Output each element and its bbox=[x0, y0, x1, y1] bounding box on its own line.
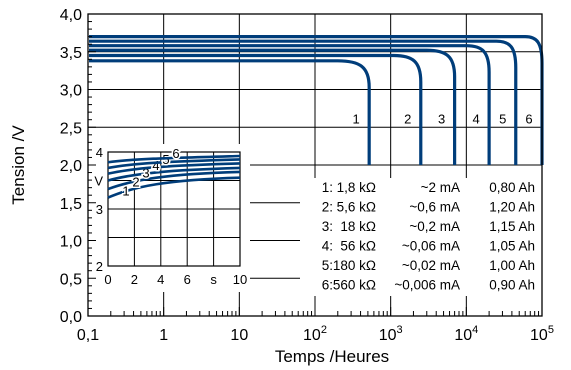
inset-y-tick-label: 2 bbox=[96, 259, 103, 274]
inset-series-label-1: 1 bbox=[122, 184, 129, 199]
inset-y-tick-label: 3 bbox=[96, 202, 103, 217]
series-label-6: 6 bbox=[525, 111, 532, 126]
inset-x-tick-label: 10 bbox=[233, 272, 247, 287]
legend-capacity: 1,20 Ah bbox=[489, 200, 535, 215]
x-tick-label: 0,1 bbox=[77, 327, 99, 344]
inset-frame bbox=[107, 151, 241, 267]
legend-table: 1: 1,8 kΩ ~2 mA 0,80 Ah 2: 5,6 kΩ ~0,6 mA 1,20 … bbox=[300, 178, 542, 296]
inset-x-tick-label: 0 bbox=[104, 272, 111, 287]
inset-series-label-4: 4 bbox=[152, 158, 159, 173]
series-label-3: 3 bbox=[438, 111, 445, 126]
legend-capacity: 1,00 Ah bbox=[489, 258, 535, 273]
inset-x-tick-label: 4 bbox=[157, 272, 164, 287]
legend-current: ~0,2 mA bbox=[409, 219, 460, 234]
y-tick-label: 3,5 bbox=[60, 45, 82, 62]
main-series: 1 2 3 4 5 6 bbox=[89, 35, 544, 165]
y-axis-title: Tension /V bbox=[9, 125, 28, 205]
legend-id: 4: bbox=[322, 239, 333, 254]
inset-x-tick-label: 2 bbox=[131, 272, 138, 287]
legend-resistance: 180 kΩ bbox=[333, 258, 376, 273]
legend-resistance: 18 kΩ bbox=[340, 219, 376, 234]
legend-id: 6: bbox=[322, 278, 333, 293]
y-tick-label: 2,5 bbox=[60, 120, 82, 137]
series-label-4: 4 bbox=[472, 111, 479, 126]
inset-series-2 bbox=[107, 170, 241, 191]
inset-series-5 bbox=[107, 158, 241, 170]
legend-resistance: 56 kΩ bbox=[340, 239, 376, 254]
legend-current: ~0,02 mA bbox=[402, 258, 460, 273]
x-tick-label: 104 bbox=[454, 324, 478, 344]
legend-current: ~0,06 mA bbox=[402, 239, 460, 254]
series-line-3 bbox=[89, 48, 457, 165]
legend-id: 2: bbox=[322, 200, 333, 215]
inset-series-6 bbox=[107, 154, 241, 164]
legend-capacity: 0,90 Ah bbox=[489, 278, 535, 293]
legend-id: 5: bbox=[322, 258, 333, 273]
x-tick-label: 105 bbox=[530, 324, 554, 344]
legend-resistance: 1,8 kΩ bbox=[337, 180, 376, 195]
legend-capacity: 1,15 Ah bbox=[489, 219, 535, 234]
inset-x-tick-label: s bbox=[210, 272, 217, 287]
x-tick-label: 103 bbox=[379, 324, 403, 344]
legend-id: 3: bbox=[322, 219, 333, 234]
y-tick-label: 0,0 bbox=[60, 309, 82, 326]
x-tick-label: 10 bbox=[230, 327, 248, 344]
legend-capacity: 1,05 Ah bbox=[489, 239, 535, 254]
inset-series-label-2: 2 bbox=[132, 175, 139, 190]
main-axes: 0,00,51,01,52,02,53,03,54,00,1 1 10 102 103 1… bbox=[60, 7, 554, 344]
inset-series-1 bbox=[107, 176, 241, 199]
legend-capacity: 0,80 Ah bbox=[489, 180, 535, 195]
legend-current: ~0,6 mA bbox=[409, 200, 460, 215]
y-tick-label: 4,0 bbox=[60, 7, 82, 24]
legend-current: ~0,006 mA bbox=[394, 278, 460, 293]
x-tick-label: 1 bbox=[159, 327, 168, 344]
y-tick-label: 0,5 bbox=[60, 271, 82, 288]
inset-series-4 bbox=[107, 162, 241, 175]
series-label-5: 5 bbox=[499, 111, 506, 126]
series-line-4 bbox=[89, 44, 491, 165]
inset-series-label-6: 6 bbox=[172, 146, 179, 161]
y-tick-label: 1,5 bbox=[60, 196, 82, 213]
inset-y-tick-label: 4 bbox=[96, 145, 103, 160]
inset-series-label-3: 3 bbox=[142, 166, 149, 181]
series-label-2: 2 bbox=[404, 111, 411, 126]
y-tick-label: 1,0 bbox=[60, 234, 82, 251]
legend-background bbox=[300, 178, 542, 296]
legend-id: 1: bbox=[322, 180, 333, 195]
legend-resistance: 5,6 kΩ bbox=[337, 200, 376, 215]
series-line-1 bbox=[89, 59, 371, 165]
legend-resistance: 560 kΩ bbox=[333, 278, 376, 293]
y-tick-label: 3,0 bbox=[60, 83, 82, 100]
inset-series-3 bbox=[107, 166, 241, 182]
series-label-1: 1 bbox=[353, 111, 360, 126]
series-line-2 bbox=[89, 53, 423, 165]
y-tick-label: 2,0 bbox=[60, 158, 82, 175]
inset-y-unit: V bbox=[94, 174, 103, 189]
x-tick-label: 102 bbox=[303, 324, 327, 344]
legend-current: ~2 mA bbox=[421, 180, 460, 195]
inset-x-tick-label: 6 bbox=[184, 272, 191, 287]
series-line-5 bbox=[89, 39, 518, 165]
x-axis-title: Temps /Heures bbox=[275, 347, 389, 366]
